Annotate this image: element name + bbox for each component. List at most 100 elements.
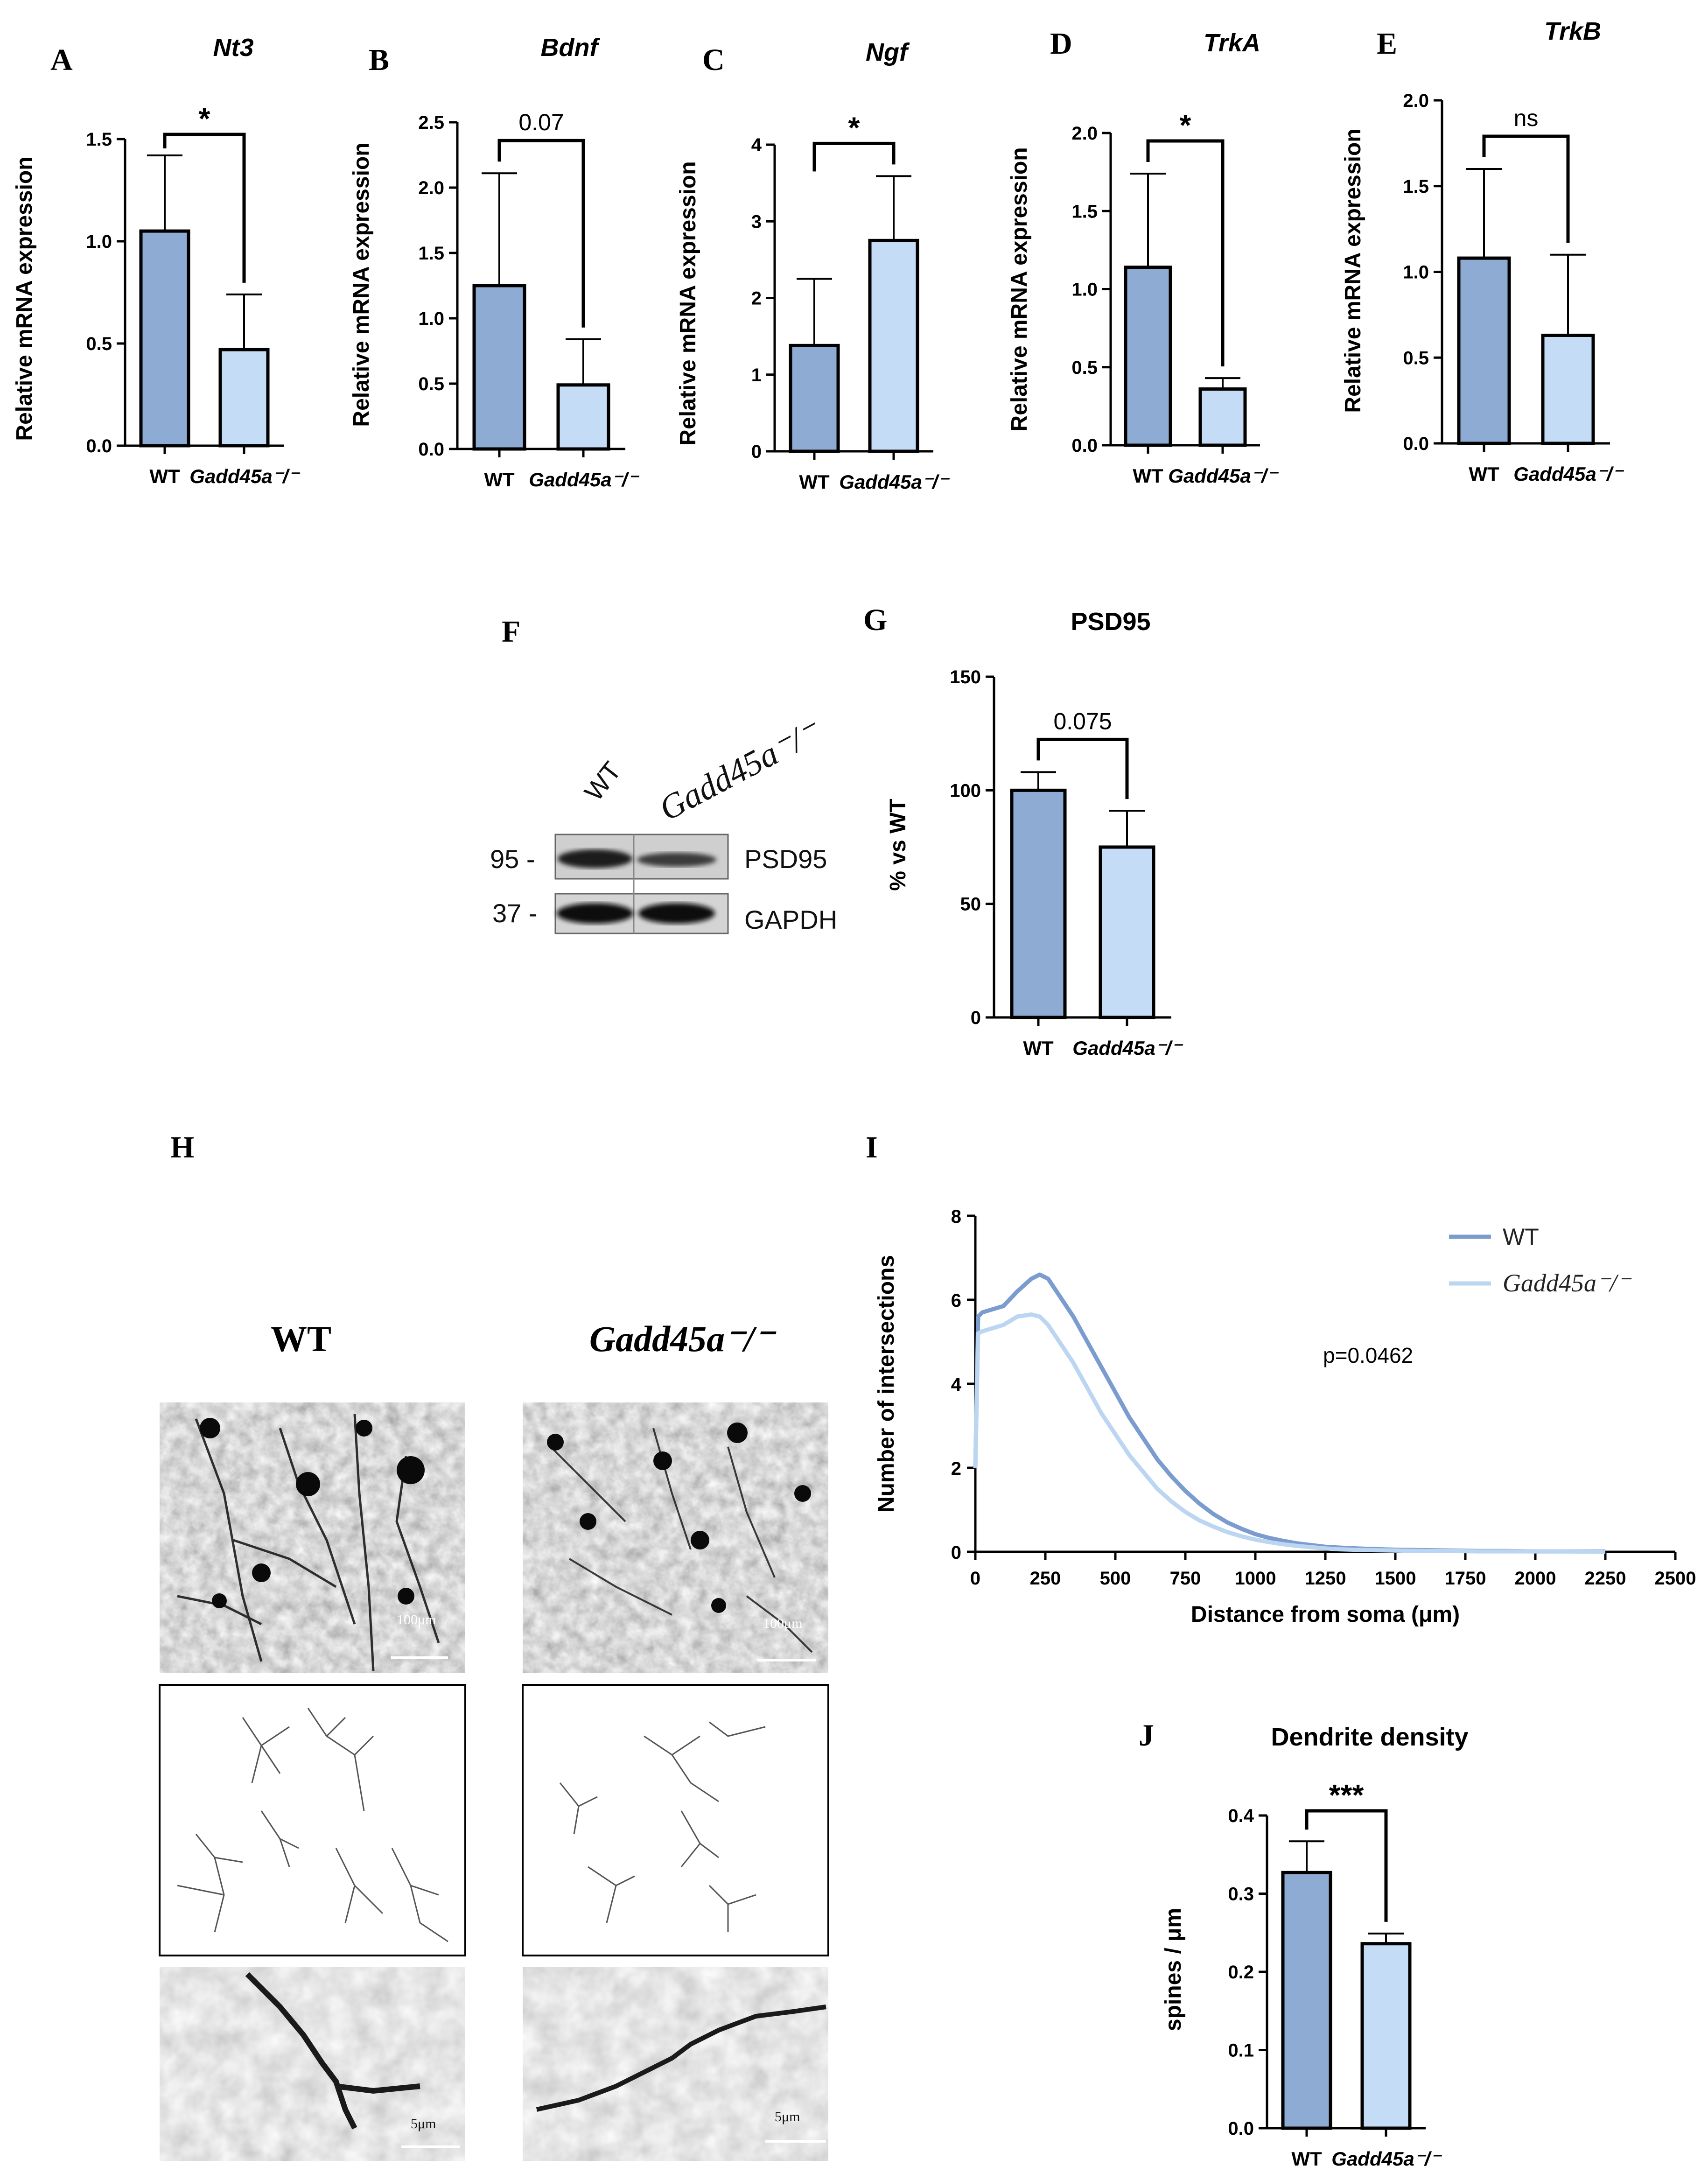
- panel-label-f: F: [502, 615, 520, 649]
- bar-wt: [472, 284, 526, 451]
- significance-bracket: [163, 133, 246, 283]
- x-tick-label: WT: [1291, 2148, 1322, 2170]
- panel-label-d: D: [1050, 27, 1072, 61]
- y-tick-label: 0.0: [1403, 434, 1429, 454]
- chart-title: TrkB: [1544, 17, 1601, 45]
- x-tick-label: 2500: [1655, 1568, 1696, 1589]
- panel-label-b: B: [369, 43, 389, 77]
- y-tick-label: 0.0: [1071, 435, 1098, 456]
- y-tick-label: 0: [751, 442, 762, 462]
- y-tick-label: 0.2: [1228, 1962, 1254, 1983]
- y-tick-label: 2: [951, 1458, 961, 1479]
- y-tick-label: 1.5: [1403, 176, 1429, 197]
- y-tick-label: 0: [971, 1008, 981, 1028]
- panel-label-a: A: [50, 43, 73, 77]
- x-tick-label: Gadd45a⁻/⁻: [529, 469, 639, 491]
- x-tick-label: 2000: [1515, 1568, 1556, 1589]
- x-tick-label: 1750: [1445, 1568, 1486, 1589]
- chart-title: Ngf: [866, 38, 910, 66]
- significance-label: ns: [1514, 105, 1539, 131]
- chart-nt3: Nt3 Relative mRNA expression 0.0 0.5 1.0 1.5 W…: [12, 34, 301, 487]
- y-tick-label: 0.5: [86, 334, 112, 354]
- x-tick-label: WT: [1023, 1037, 1054, 1059]
- y-tick-label: 0.3: [1228, 1884, 1254, 1905]
- band-psd95-ko: [637, 853, 716, 867]
- x-tick-label: WT: [149, 465, 180, 487]
- y-tick-label: 1.5: [86, 129, 112, 150]
- y-tick-label: 1.5: [1071, 201, 1098, 222]
- y-tick-label: 1.5: [418, 243, 444, 264]
- y-tick-label: 0.4: [1228, 1806, 1254, 1826]
- micro-header-ko: Gadd45a⁻/⁻: [589, 1318, 777, 1359]
- band-gapdh-ko: [638, 903, 715, 924]
- x-tick-label: WT: [799, 471, 830, 493]
- x-tick-label: 1250: [1305, 1568, 1346, 1589]
- chart-title: Nt3: [213, 34, 253, 62]
- y-tick-label: 2.0: [1071, 123, 1098, 144]
- panel-label-g: G: [863, 603, 887, 637]
- x-tick-label: 250: [1030, 1568, 1061, 1589]
- x-tick-label: Gadd45a⁻/⁻: [1331, 2148, 1442, 2170]
- x-tick-label: 2250: [1585, 1568, 1626, 1589]
- bar-ko: [1360, 1942, 1412, 2130]
- y-tick-label: 2.0: [1403, 91, 1429, 111]
- bar-ko: [218, 348, 270, 448]
- y-axis-label: spines / μm: [1161, 1908, 1186, 2031]
- blot-band-gapdh: GAPDH: [744, 905, 837, 934]
- significance-label: 0.07: [518, 109, 564, 135]
- chart-dendrite-density: Dendrite density spines / μm 0.0 0.1 0.2 0.3 0…: [1161, 1723, 1469, 2170]
- series-line-wt: [973, 1272, 1605, 1554]
- y-tick-label: 2.5: [418, 112, 444, 133]
- y-tick-label: 1.0: [418, 308, 444, 329]
- x-axis-label: Distance from soma (μm): [1191, 1602, 1460, 1627]
- y-axis-label: Relative mRNA expression: [12, 156, 37, 441]
- y-tick-label: 4: [951, 1374, 962, 1395]
- y-axis-label: Relative mRNA expression: [349, 142, 374, 427]
- panel-label-c: C: [702, 43, 725, 77]
- significance-bracket: [1146, 139, 1225, 367]
- significance-label: ***: [1329, 1778, 1364, 1812]
- chart-bdnf: Bdnf Relative mRNA expression 0.0 0.5 1.0 1.5…: [349, 34, 640, 491]
- blot-lane-wt: WT: [579, 756, 627, 806]
- panel-label-h: H: [170, 1130, 194, 1164]
- micrograph-panel: WT Gadd45a⁻/⁻ 100μm: [159, 1318, 829, 2161]
- y-axis-label: Relative mRNA expression: [1007, 147, 1032, 431]
- micrograph-ko-high: 5μm: [523, 1967, 828, 2161]
- band-psd95-wt: [558, 849, 632, 868]
- y-tick-label: 1.0: [86, 231, 112, 252]
- significance-label: *: [848, 111, 860, 144]
- chart-ngf: Ngf Relative mRNA expression 0 1 2 3 4 WT Gadd45…: [676, 38, 950, 493]
- x-tick-label: WT: [484, 469, 515, 491]
- bar-wt: [1281, 1871, 1332, 2130]
- y-axis-label: % vs WT: [886, 799, 910, 890]
- y-tick-label: 0.0: [418, 439, 444, 460]
- x-tick-label: 1000: [1235, 1568, 1276, 1589]
- scale-label-wt-high: 5μm: [411, 2116, 436, 2131]
- y-tick-label: 4: [751, 135, 762, 155]
- legend-entry-ko: Gadd45a⁻/⁻: [1503, 1269, 1632, 1297]
- y-tick-label: 0.1: [1228, 2040, 1254, 2061]
- scale-label-ko-low: 100μm: [763, 1616, 802, 1631]
- y-tick-label: 0.5: [1071, 357, 1098, 378]
- bar-wt: [1124, 266, 1172, 447]
- panel-label-j: J: [1139, 1718, 1154, 1752]
- bar-wt: [1457, 256, 1511, 445]
- y-axis-label: Relative mRNA expression: [676, 161, 700, 445]
- x-tick-label: Gadd45a⁻/⁻: [839, 471, 950, 493]
- blot-band-psd95: PSD95: [744, 844, 827, 874]
- significance-bracket: [1305, 1809, 1388, 1922]
- series-line-ko: [973, 1312, 1606, 1554]
- y-tick-label: 150: [950, 667, 981, 687]
- y-tick-label: 1.0: [1403, 262, 1429, 283]
- bar-ko: [1541, 333, 1595, 445]
- micro-header-wt: WT: [271, 1318, 331, 1359]
- y-tick-label: 2: [751, 288, 762, 309]
- tracing-wt: [159, 1684, 466, 1956]
- bar-ko: [868, 238, 919, 453]
- x-tick-label: Gadd45a⁻/⁻: [1513, 463, 1624, 485]
- significance-label: *: [199, 102, 210, 135]
- blot-marker-95: 95 -: [490, 844, 535, 874]
- legend-entry-wt: WT: [1503, 1224, 1539, 1250]
- y-tick-label: 0: [951, 1542, 961, 1563]
- significance-bracket: [812, 141, 896, 172]
